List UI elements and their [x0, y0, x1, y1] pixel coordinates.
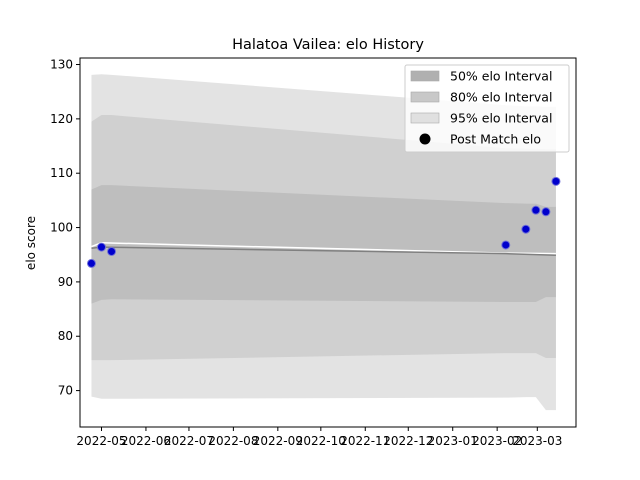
legend-marker-post-match-elo [419, 133, 431, 145]
x-tick-label-2022-09: 2022-09 [253, 434, 303, 448]
post-match-point-1 [86, 258, 96, 268]
post-match-point-8 [551, 176, 561, 186]
legend-label-post-match-elo: Post Match elo [450, 132, 541, 147]
y-tick-label-70: 70 [58, 384, 73, 398]
post-match-point-6 [531, 205, 541, 215]
y-axis: 70 80 90 100 110 120 130 [50, 58, 80, 398]
legend-label-80-elo-interval: 80% elo Interval [450, 90, 552, 105]
post-match-point-4 [501, 240, 511, 250]
y-tick-label-120: 120 [50, 112, 73, 126]
interval-bands [91, 74, 556, 411]
x-tick-label-2022-11: 2022-11 [340, 434, 390, 448]
y-tick-label-90: 90 [58, 275, 73, 289]
legend-label-50-elo-interval: 50% elo Interval [450, 69, 552, 84]
x-axis: 2022-052022-062022-072022-082022-092022-… [76, 427, 562, 448]
band-50-elo-interval [91, 185, 556, 304]
y-tick-label-80: 80 [58, 329, 73, 343]
x-tick-label-2022-06: 2022-06 [121, 434, 171, 448]
x-tick-label-2023-01: 2023-01 [428, 434, 478, 448]
legend-box [404, 64, 570, 153]
y-tick-label-100: 100 [50, 221, 73, 235]
legend-swatch-80-elo-interval [410, 91, 440, 103]
x-tick-label-2022-10: 2022-10 [296, 434, 346, 448]
y-tick-label-110: 110 [50, 166, 73, 180]
x-tick-label-2022-05: 2022-05 [76, 434, 126, 448]
y-axis-label: elo score [24, 216, 38, 270]
legend-label-95-elo-interval: 95% elo Interval [450, 111, 552, 126]
x-tick-label-2023-02: 2023-02 [472, 434, 522, 448]
mean-line-2 [91, 246, 556, 257]
x-tick-label-2022-08: 2022-08 [208, 434, 258, 448]
post-match-point-3 [107, 246, 117, 256]
post-match-point-2 [97, 242, 106, 252]
chart-title: Halatoa Vailea: elo History [232, 37, 424, 53]
legend-swatch-95-elo-interval [410, 112, 440, 124]
post-match-point-7 [541, 207, 551, 217]
x-tick-label-2023-03: 2023-03 [512, 434, 562, 448]
mean-lines [91, 242, 556, 257]
plot-area [86, 74, 561, 411]
y-tick-label-130: 130 [50, 58, 73, 72]
legend: 50% elo Interval 80% elo Interval 95% elo … [404, 64, 570, 153]
post-match-points [86, 176, 561, 268]
legend-swatch-50-elo-interval [410, 70, 440, 82]
plot-frame [79, 57, 577, 428]
mean-line-1 [91, 242, 556, 255]
x-tick-label-2022-07: 2022-07 [164, 434, 214, 448]
post-match-point-5 [521, 224, 531, 234]
x-tick-label-2022-12: 2022-12 [383, 434, 433, 448]
